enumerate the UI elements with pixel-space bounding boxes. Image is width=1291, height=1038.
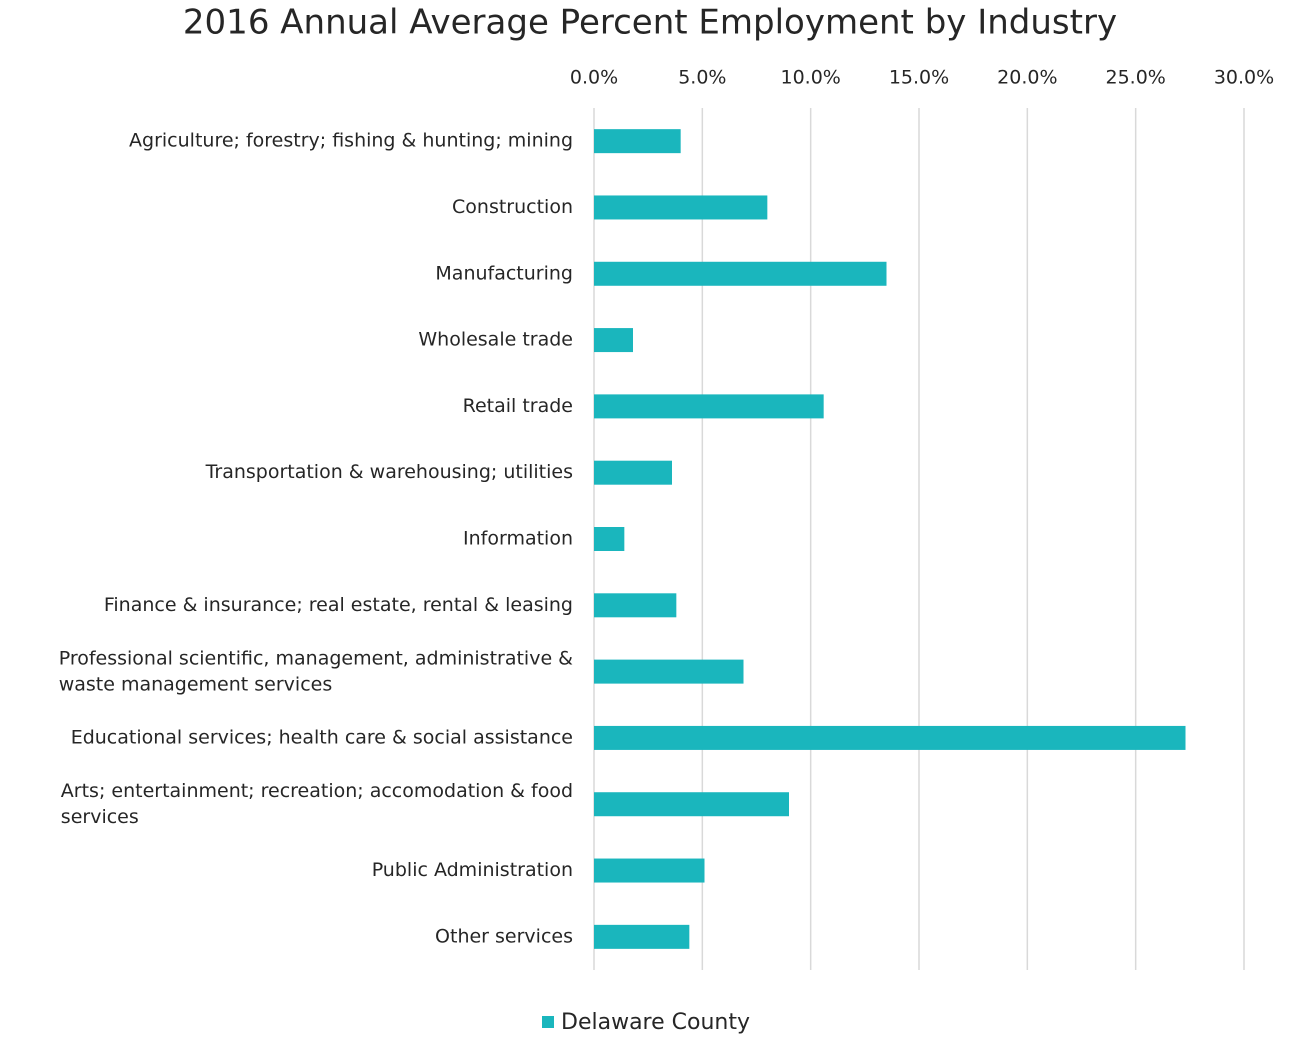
x-tick-label: 20.0% bbox=[997, 67, 1057, 89]
y-tick-label: Manufacturing bbox=[435, 262, 573, 284]
bar bbox=[594, 328, 633, 353]
y-tick-label: Information bbox=[463, 528, 573, 550]
bar bbox=[594, 394, 824, 419]
x-tick-label: 5.0% bbox=[678, 67, 726, 89]
bar bbox=[594, 725, 1186, 750]
y-tick-label: Wholesale trade bbox=[418, 329, 573, 351]
y-tick-label: Agriculture; forestry; fishing & hunting… bbox=[129, 130, 573, 152]
bar bbox=[594, 593, 677, 618]
legend-text: Delaware County bbox=[561, 1010, 750, 1035]
chart-title: 2016 Annual Average Percent Employment b… bbox=[183, 3, 1117, 43]
y-tick-label: Other services bbox=[435, 925, 573, 947]
y-tick-label: Professional scientific, management, adm… bbox=[59, 647, 573, 695]
y-tick-label: Finance & insurance; real estate, rental… bbox=[104, 594, 573, 616]
bar bbox=[594, 527, 625, 551]
legend-swatch bbox=[542, 1016, 554, 1028]
bar bbox=[594, 659, 744, 684]
bar bbox=[594, 261, 887, 286]
y-tick-label: Construction bbox=[452, 196, 573, 218]
bar bbox=[594, 924, 690, 949]
bar bbox=[594, 195, 768, 220]
x-tick-label: 15.0% bbox=[889, 67, 949, 89]
x-tick-label: 25.0% bbox=[1105, 67, 1165, 89]
x-tick-label: 30.0% bbox=[1214, 67, 1274, 89]
y-tick-label: Arts; entertainment; recreation; accomod… bbox=[61, 780, 573, 828]
x-tick-label: 10.0% bbox=[780, 67, 840, 89]
y-tick-label: Retail trade bbox=[463, 395, 573, 417]
y-tick-label: Educational services; health care & soci… bbox=[71, 726, 573, 748]
bar bbox=[594, 792, 789, 817]
y-tick-label: Transportation & warehousing; utilities bbox=[205, 461, 573, 483]
bar bbox=[594, 129, 681, 154]
bar bbox=[594, 460, 672, 485]
x-tick-label: 0.0% bbox=[570, 67, 618, 89]
bar bbox=[594, 858, 705, 883]
y-tick-label: Public Administration bbox=[372, 859, 573, 881]
